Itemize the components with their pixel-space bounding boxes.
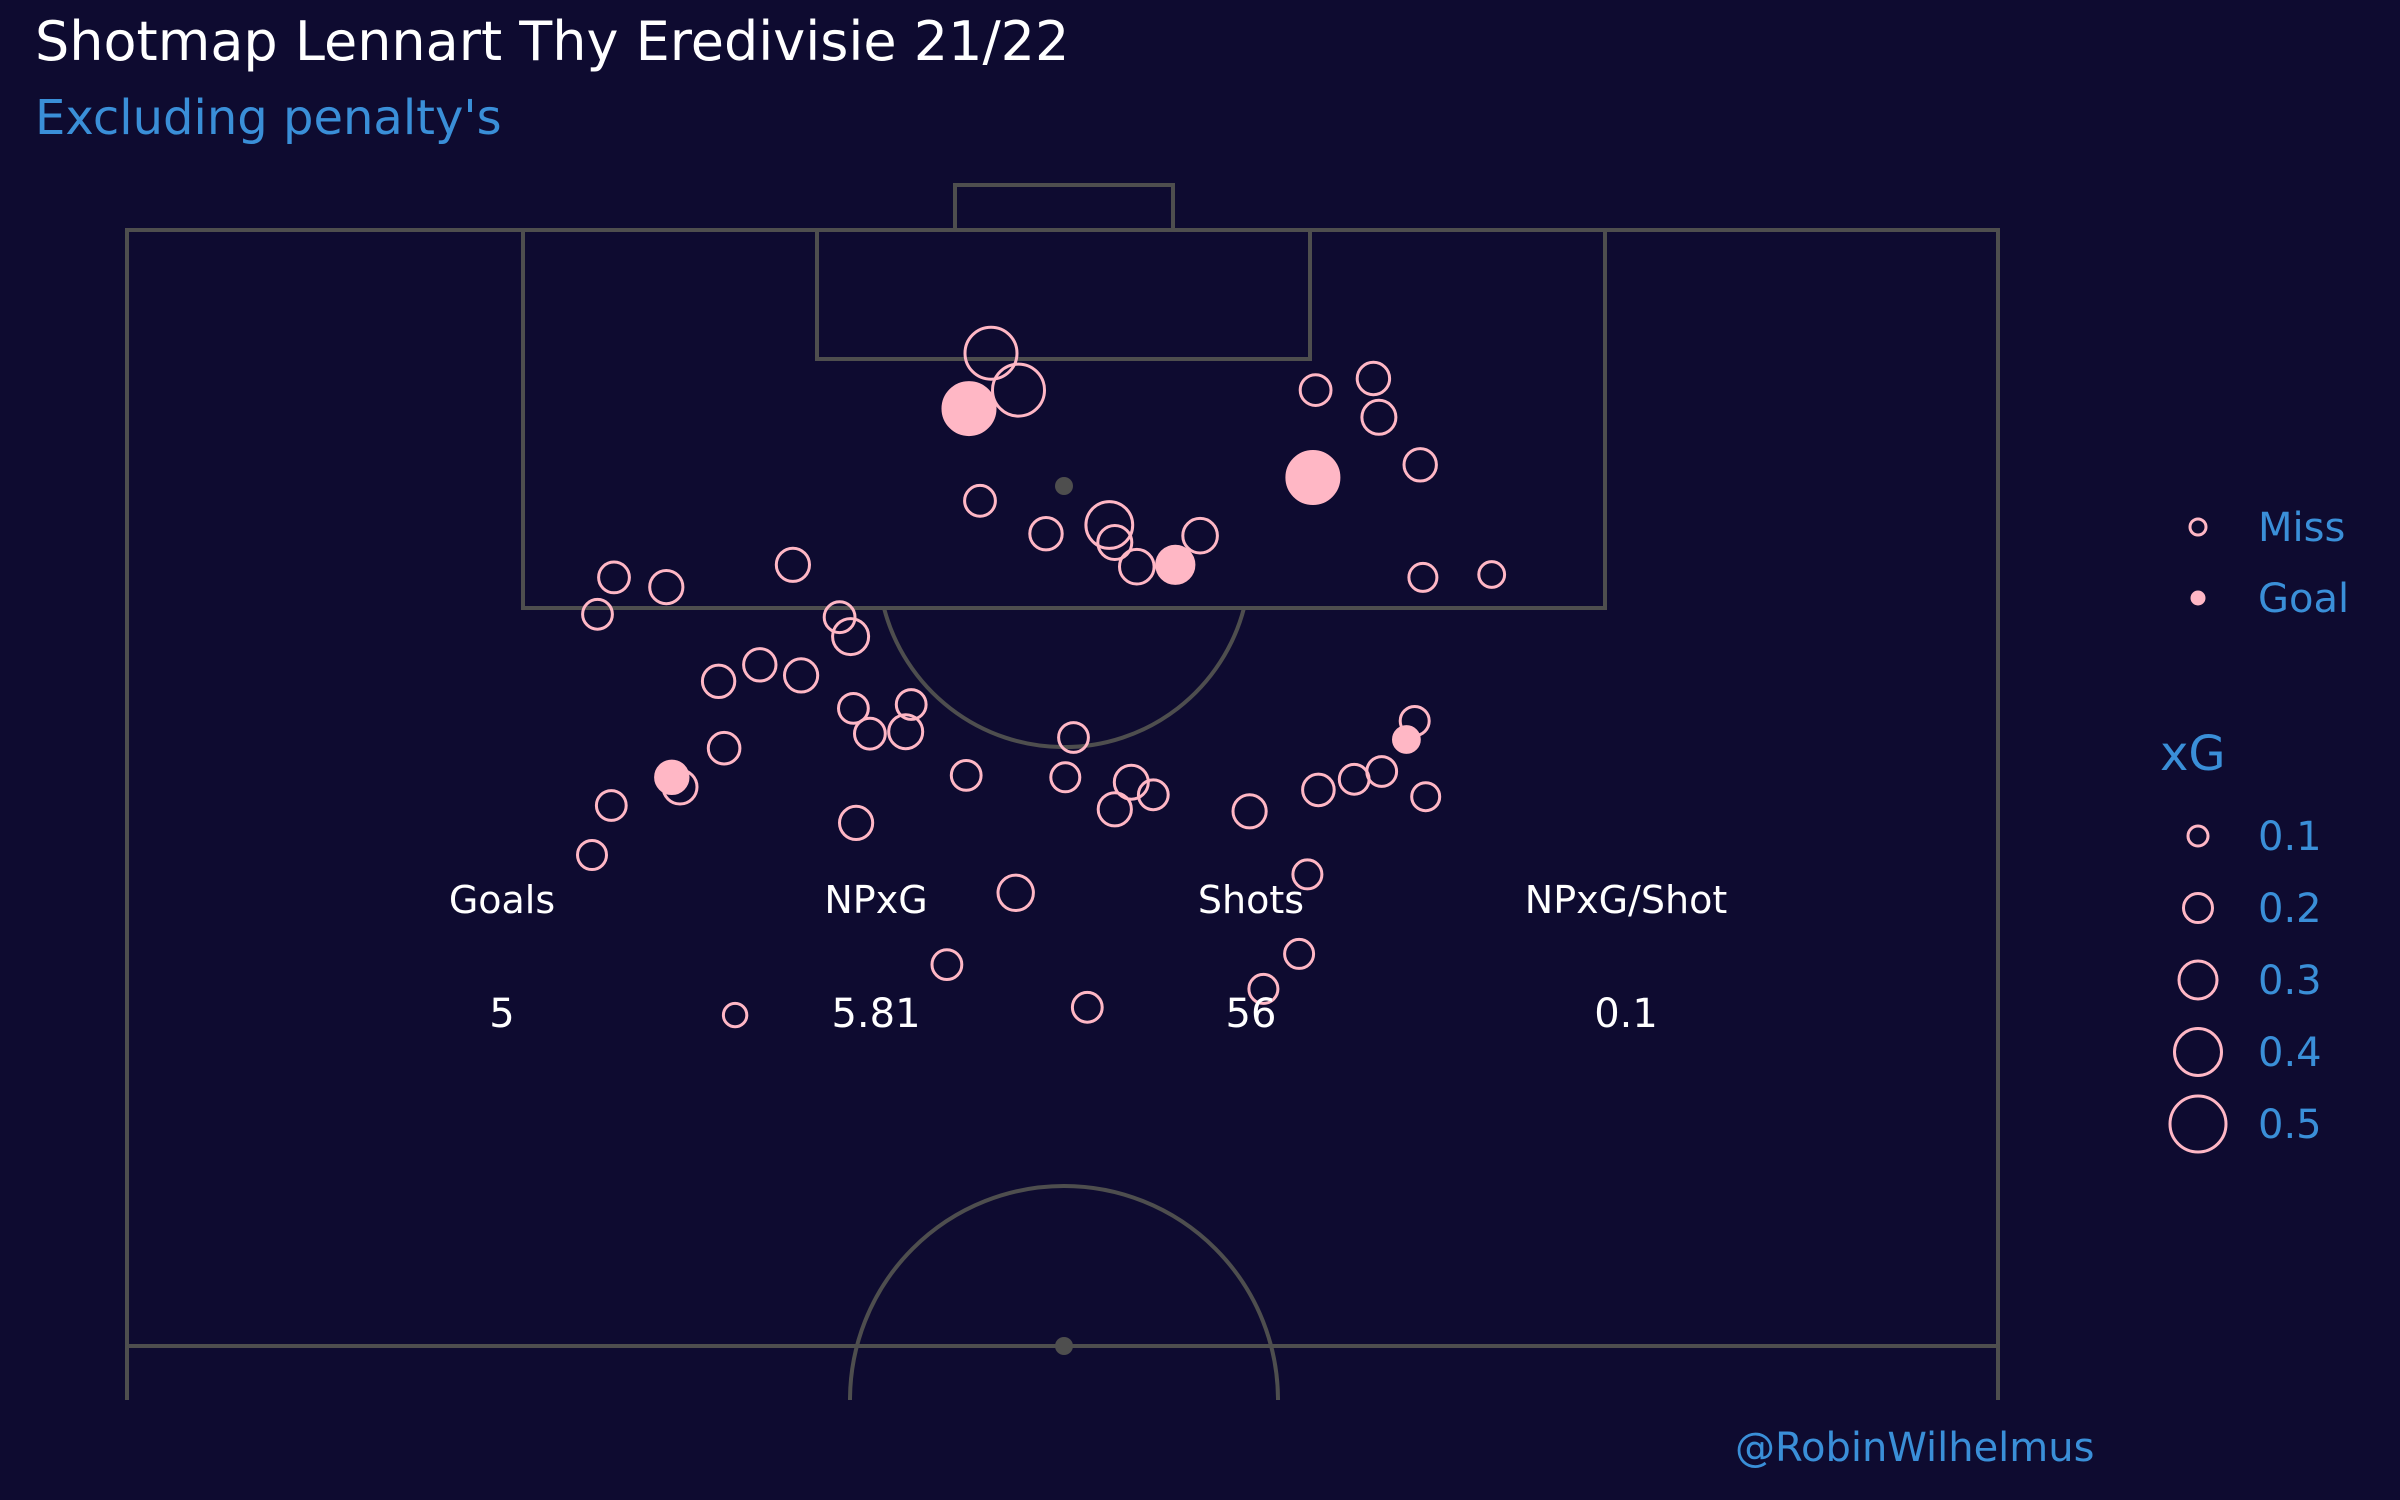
- pitch-outline: [125, 228, 2000, 1400]
- legend: Miss Goal xG 0.1 0.2 0.3 0.4 0.5: [2160, 505, 2349, 1154]
- stat-label-goals: Goals: [449, 878, 555, 922]
- legend-size-label: 0.1: [2258, 814, 2322, 860]
- shot-miss-point: [831, 617, 871, 657]
- shot-miss-point: [648, 569, 685, 606]
- stat-value-shots: 56: [1226, 991, 1277, 1037]
- shot-goal-point: [1155, 544, 1196, 585]
- shot-miss-point: [837, 692, 870, 725]
- shot-miss-point: [1096, 524, 1134, 561]
- shot-miss-point: [1084, 500, 1135, 550]
- legend-size-label: 0.3: [2258, 958, 2322, 1004]
- shot-miss-point: [1231, 793, 1268, 830]
- shot-miss-point: [963, 325, 1019, 381]
- shot-miss-point: [894, 688, 928, 721]
- shot-miss-point: [853, 716, 887, 751]
- shot-miss-point: [706, 730, 742, 766]
- pitch-lines: [125, 183, 2000, 1401]
- shot-miss-point: [1298, 373, 1333, 408]
- shot-miss-point: [1057, 721, 1090, 754]
- legend-size-marker: [2182, 892, 2214, 924]
- legend-size-marker: [2177, 959, 2219, 1001]
- penalty-spot: [1055, 477, 1073, 495]
- shot-miss-point: [1070, 990, 1104, 1024]
- shot-miss-point: [1181, 516, 1219, 555]
- shot-miss-point: [721, 1001, 749, 1029]
- shot-miss-point: [1355, 360, 1392, 397]
- center-circle: [848, 1184, 1280, 1401]
- legend-size-label: 0.5: [2258, 1102, 2322, 1148]
- shot-miss-point: [1291, 858, 1324, 891]
- shot-miss-point: [1337, 762, 1371, 796]
- shot-miss-point: [1049, 761, 1082, 794]
- legend-size-label: 0.2: [2258, 886, 2322, 932]
- shot-miss-point: [887, 713, 925, 751]
- stat-value-goals: 5: [489, 991, 514, 1037]
- legend-size-label: 0.4: [2258, 1030, 2322, 1076]
- shot-miss-point: [949, 759, 983, 792]
- legend-miss-marker: [2188, 517, 2208, 537]
- penalty-area: [521, 228, 1607, 610]
- shot-miss-point: [576, 839, 608, 871]
- shot-goal-point: [1285, 450, 1341, 505]
- legend-size-marker: [2173, 1027, 2223, 1077]
- shot-miss-point: [1118, 547, 1156, 586]
- stats-panel: Goals NPxG Shots NPxG/Shot 5 5.81 56 0.1: [449, 878, 1727, 1037]
- shot-miss-point: [661, 768, 699, 806]
- shot-miss-point: [1136, 778, 1170, 812]
- shot-goal-point: [654, 759, 690, 795]
- legend-size-entries: 0.1 0.2 0.3 0.4 0.5: [2168, 814, 2322, 1154]
- center-spot: [1055, 1337, 1073, 1355]
- credit: @RobinWilhelmus: [1735, 1425, 2095, 1471]
- shot-miss-point: [1301, 772, 1336, 808]
- legend-goal-label: Goal: [2258, 576, 2349, 622]
- shot-miss-point: [1096, 791, 1133, 828]
- legend-size-marker: [2168, 1094, 2228, 1154]
- stat-label-npxg: NPxG: [824, 878, 927, 922]
- shot-miss-point: [581, 597, 614, 631]
- shot-miss-point: [1410, 781, 1442, 813]
- shot-miss-point: [594, 789, 628, 822]
- shot-miss-point: [1360, 398, 1398, 436]
- shot-miss-point: [783, 657, 820, 694]
- shot-miss-point: [1028, 516, 1064, 552]
- shot-miss-point: [1407, 561, 1439, 593]
- shot-miss-point: [597, 560, 631, 595]
- shot-miss-point: [1365, 755, 1399, 788]
- shots-layer: [576, 325, 1507, 1029]
- shot-miss-point: [1477, 560, 1507, 589]
- legend-size-marker: [2186, 824, 2210, 848]
- goal: [953, 183, 1175, 232]
- shot-miss-point: [1283, 937, 1316, 970]
- shot-miss-point: [1398, 705, 1431, 737]
- shot-miss-point: [700, 663, 737, 699]
- shot-miss-point: [742, 647, 778, 683]
- stat-value-npxg: 5.81: [831, 991, 920, 1037]
- shot-goal-point: [941, 381, 997, 437]
- stat-label-npxg-per-shot: NPxG/Shot: [1525, 878, 1727, 922]
- stat-value-npxg-per-shot: 0.1: [1594, 991, 1658, 1037]
- shot-miss-point: [838, 804, 875, 842]
- shot-miss-point: [996, 873, 1035, 912]
- shot-miss-point: [1402, 447, 1438, 483]
- chart-title: Shotmap Lennart Thy Eredivisie 21/22: [35, 10, 1070, 73]
- six-yard-box: [815, 228, 1312, 361]
- shot-miss-point: [774, 546, 812, 583]
- shot-goal-point: [1392, 725, 1421, 754]
- legend-goal-marker: [2190, 590, 2206, 606]
- legend-miss-label: Miss: [2258, 505, 2345, 551]
- stat-label-shots: Shots: [1198, 878, 1304, 922]
- shot-miss-point: [963, 483, 997, 518]
- legend-size-title: xG: [2160, 726, 2226, 782]
- shot-miss-point: [822, 600, 857, 635]
- shot-miss-point: [930, 948, 964, 981]
- shot-miss-point: [991, 362, 1046, 418]
- shot-miss-point: [1247, 972, 1280, 1005]
- chart-subtitle: Excluding penalty's: [35, 90, 502, 146]
